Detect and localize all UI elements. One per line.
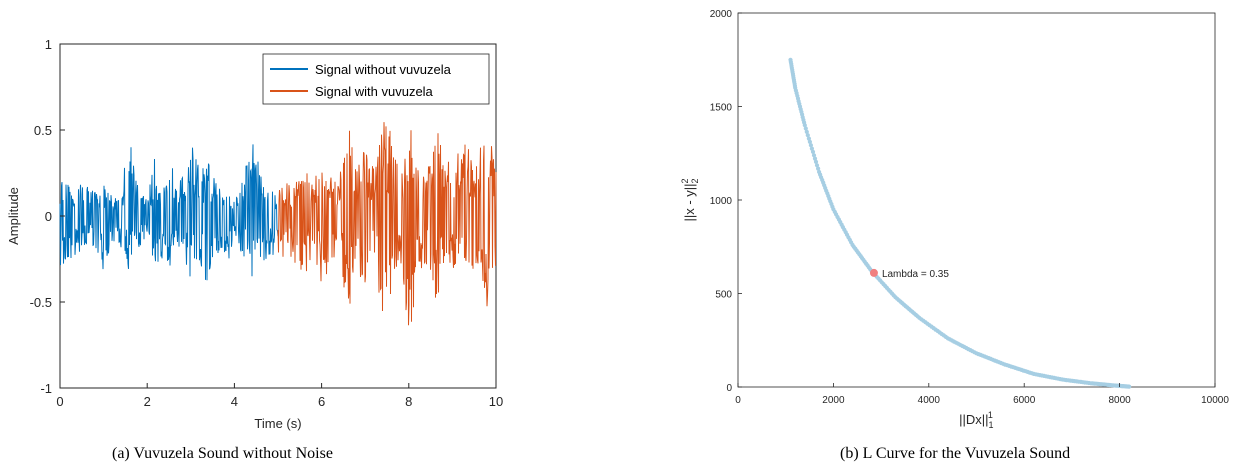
caption-a: (a) Vuvuzela Sound without Noise	[112, 445, 333, 462]
lambda-label: Lambda = 0.35	[882, 269, 949, 280]
l-curve-point	[808, 143, 814, 148]
y-tick-label-0: -1	[40, 381, 52, 396]
x-tick-label-5: 10	[489, 394, 503, 409]
l-x-tick-label-2: 4000	[918, 395, 941, 406]
caption-b: (b) L Curve for the Vuvuzela Sound	[840, 445, 1071, 462]
l-curve-axes: 0 2000 4000 6000 8000 10000 0 500 1000 1500 2000	[710, 9, 1230, 406]
y-label-main: ||x - y||	[682, 183, 697, 221]
lambda-point	[869, 268, 878, 277]
amplitude-series-group	[59, 122, 497, 326]
series-line-1	[277, 122, 497, 326]
l-x-tick-label-4: 8000	[1108, 395, 1131, 406]
l-y-tick-label-4: 2000	[710, 9, 733, 20]
y-label-sub: 2	[690, 178, 700, 183]
x-label-main: ||Dx||	[959, 412, 988, 427]
legend-label-without: Signal without vuvuzela	[315, 62, 452, 77]
l-x-tick-label-1: 2000	[822, 395, 845, 406]
l-curve-point	[1127, 384, 1132, 389]
y-tick-label-4: 1	[45, 37, 52, 52]
l-curve-point	[806, 136, 812, 141]
l-curve-point	[814, 163, 820, 168]
legend-box	[262, 53, 490, 105]
y-tick-label-3: 0.5	[34, 123, 52, 138]
l-curve-x-axis-label: ||Dx||11	[959, 410, 993, 430]
l-x-tick-label-3: 6000	[1013, 395, 1036, 406]
amplitude-legend: Signal without vuvuzela Signal with vuvu…	[262, 53, 490, 105]
l-y-tick-label-2: 1000	[710, 196, 733, 207]
l-curve-plot-area	[737, 12, 1216, 388]
x-tick-label-4: 8	[405, 394, 412, 409]
series-line-0	[59, 144, 279, 281]
l-curve-point	[816, 166, 821, 171]
l-curve-point	[813, 159, 819, 164]
amplitude-y-axis-label: Amplitude	[6, 187, 21, 245]
x-label-sup: 1	[988, 410, 993, 420]
lambda-highlight: Lambda = 0.35	[869, 268, 949, 280]
l-y-tick-label-3: 1500	[710, 103, 733, 114]
amplitude-x-axis-label: Time (s)	[254, 416, 301, 431]
l-x-tick-label-0: 0	[735, 395, 741, 406]
l-curve-point	[811, 153, 817, 158]
l-curve-point	[809, 146, 815, 151]
l-curve-y-axis-label: ||x - y||22	[680, 178, 700, 221]
l-x-tick-label-5: 10000	[1201, 395, 1229, 406]
l-curve-point	[812, 156, 818, 161]
l-curve-point	[803, 126, 808, 131]
x-tick-label-3: 6	[318, 394, 325, 409]
l-curve-point	[810, 149, 816, 154]
x-tick-label-0: 0	[56, 394, 63, 409]
y-tick-label-1: -0.5	[30, 295, 52, 310]
l-curve-points	[788, 57, 1132, 389]
legend-label-with: Signal with vuvuzela	[315, 84, 434, 99]
l-curve-point	[805, 133, 810, 138]
l-curve-point	[804, 129, 809, 134]
l-curve-point	[807, 139, 813, 144]
y-label-sup: 2	[680, 178, 690, 183]
amplitude-axes: 0 2 4 6 8 10 -1 -0.5 0 0.5 1	[30, 37, 504, 409]
x-label-sub: 1	[989, 420, 994, 430]
amplitude-chart: 0 2 4 6 8 10 -1 -0.5 0 0.5 1 Time (s) Amplitude Si…	[6, 37, 503, 431]
y-tick-label-2: 0	[45, 209, 52, 224]
x-tick-label-1: 2	[144, 394, 151, 409]
l-curve-chart: 0 2000 4000 6000 8000 10000 0 500 1000 1500 2000 L…	[680, 9, 1229, 430]
l-curve-point	[802, 123, 807, 128]
l-y-tick-label-1: 500	[715, 290, 732, 301]
x-tick-label-2: 4	[231, 394, 238, 409]
l-y-tick-label-0: 0	[726, 383, 732, 394]
